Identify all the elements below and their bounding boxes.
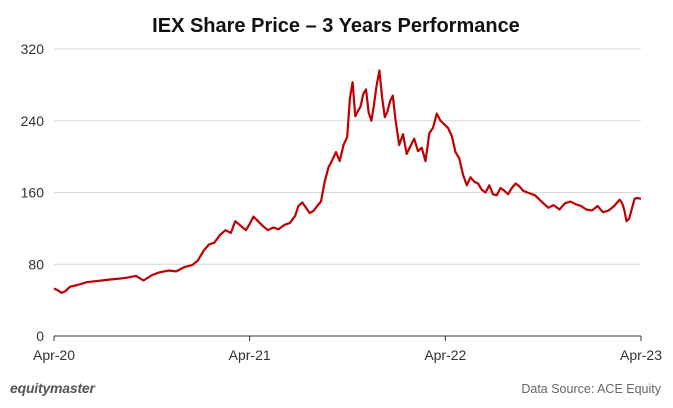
x-tick-label: Apr-23 (620, 347, 662, 363)
x-tick-label: Apr-22 (424, 347, 466, 363)
data-source: Data Source: ACE Equity (521, 382, 661, 396)
y-tick-label: 240 (21, 113, 45, 129)
x-tick-label: Apr-21 (229, 347, 271, 363)
gridlines (54, 48, 641, 265)
y-tick-label: 160 (21, 185, 45, 201)
y-tick-label: 80 (28, 256, 44, 272)
y-tick-label: 0 (36, 328, 44, 344)
brand-logo: equitymaster (10, 380, 95, 396)
x-tick-label: Apr-20 (33, 347, 75, 363)
y-tick-label: 320 (21, 41, 45, 57)
y-axis-ticks: 0 80 160 240 320 (21, 41, 45, 344)
price-series-line (53, 69, 642, 294)
x-axis-ticks: Apr-20 Apr-21 Apr-22 Apr-23 (33, 336, 662, 363)
chart-title: IEX Share Price – 3 Years Performance (152, 15, 520, 37)
series-group (53, 69, 642, 294)
